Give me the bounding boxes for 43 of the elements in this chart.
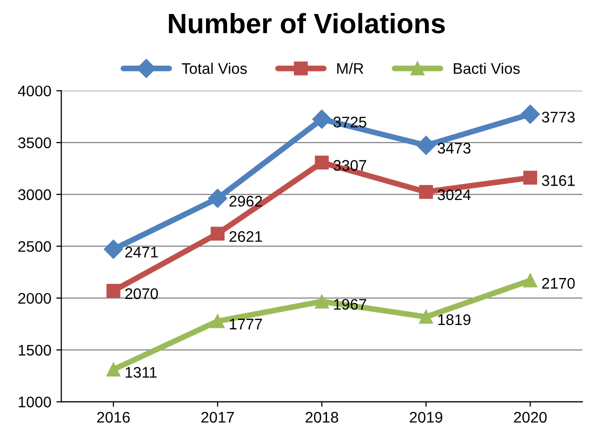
y-tick-label: 4000	[18, 86, 51, 96]
data-label: 2070	[125, 288, 158, 300]
point	[210, 226, 225, 241]
point	[314, 294, 329, 308]
legend-label: Total Vios	[182, 62, 247, 74]
y-tick-label: 2000	[18, 292, 51, 304]
data-label: 3773	[542, 112, 575, 123]
point	[520, 104, 540, 124]
point	[210, 314, 225, 328]
point	[419, 310, 433, 324]
data-label: 2170	[542, 278, 575, 289]
x-tick-label: 2016	[97, 412, 130, 423]
data-label: 3473	[438, 142, 470, 154]
point	[104, 240, 123, 259]
point	[523, 274, 538, 288]
y-tick-label: 3000	[18, 189, 51, 200]
x-tick-label: 2020	[514, 412, 547, 423]
data-label: 2471	[125, 246, 158, 258]
data-label: 1819	[438, 314, 470, 326]
y-tick-label: 1000	[18, 396, 51, 408]
y-tick-label: 3500	[18, 137, 51, 148]
legend-label: M/R	[337, 62, 364, 74]
x-tick-label: 2019	[410, 412, 442, 423]
point	[523, 170, 538, 185]
data-label: 2621	[229, 231, 262, 242]
point	[312, 110, 332, 129]
chart-title: Number of Violations	[168, 12, 445, 34]
data-label: 3024	[438, 189, 471, 200]
point	[106, 284, 120, 298]
x-tick-label: 2017	[201, 412, 234, 423]
point	[416, 136, 436, 155]
point	[106, 362, 120, 376]
point	[419, 184, 433, 199]
legend-label: Bacti Vios	[454, 62, 520, 74]
data-label: 2962	[229, 196, 262, 207]
data-label: 1311	[126, 366, 157, 378]
x-tick-label: 2018	[306, 412, 338, 423]
y-tick-label: 2500	[18, 241, 51, 252]
point	[314, 156, 329, 170]
y-tick-label: 1500	[18, 344, 51, 356]
data-label: 3161	[542, 175, 575, 186]
point	[208, 188, 228, 208]
data-label: 1777	[230, 318, 262, 330]
